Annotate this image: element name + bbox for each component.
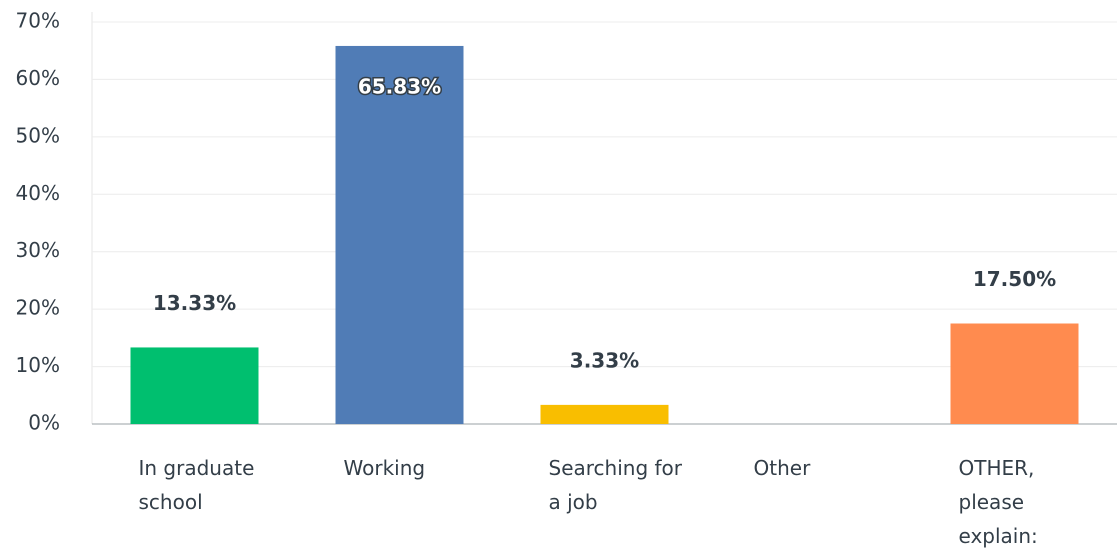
data-label: 13.33% bbox=[153, 291, 236, 315]
data-label: 65.83% bbox=[358, 74, 441, 98]
x-tick-label: OTHER, please explain: bbox=[958, 456, 1038, 548]
data-label: 3.33% bbox=[570, 348, 639, 372]
y-tick-label: 50% bbox=[16, 123, 60, 147]
y-tick-label: 40% bbox=[16, 181, 60, 205]
y-tick-label: 60% bbox=[16, 66, 60, 90]
y-tick-label: 30% bbox=[16, 238, 60, 262]
bar bbox=[130, 347, 259, 424]
bar bbox=[335, 45, 464, 424]
y-tick-label: 20% bbox=[16, 296, 60, 320]
x-tick-label: Searching for a job bbox=[548, 456, 683, 514]
x-tick-label: In graduate school bbox=[138, 456, 255, 514]
y-tick-label: 10% bbox=[16, 353, 60, 377]
y-tick-label: 0% bbox=[28, 411, 60, 435]
bar bbox=[950, 323, 1079, 424]
data-label: 17.50% bbox=[973, 267, 1056, 291]
bar bbox=[540, 404, 669, 424]
x-tick-label: Other bbox=[753, 456, 811, 480]
x-tick-label: Working bbox=[343, 456, 426, 480]
y-tick-label: 70% bbox=[16, 9, 60, 33]
